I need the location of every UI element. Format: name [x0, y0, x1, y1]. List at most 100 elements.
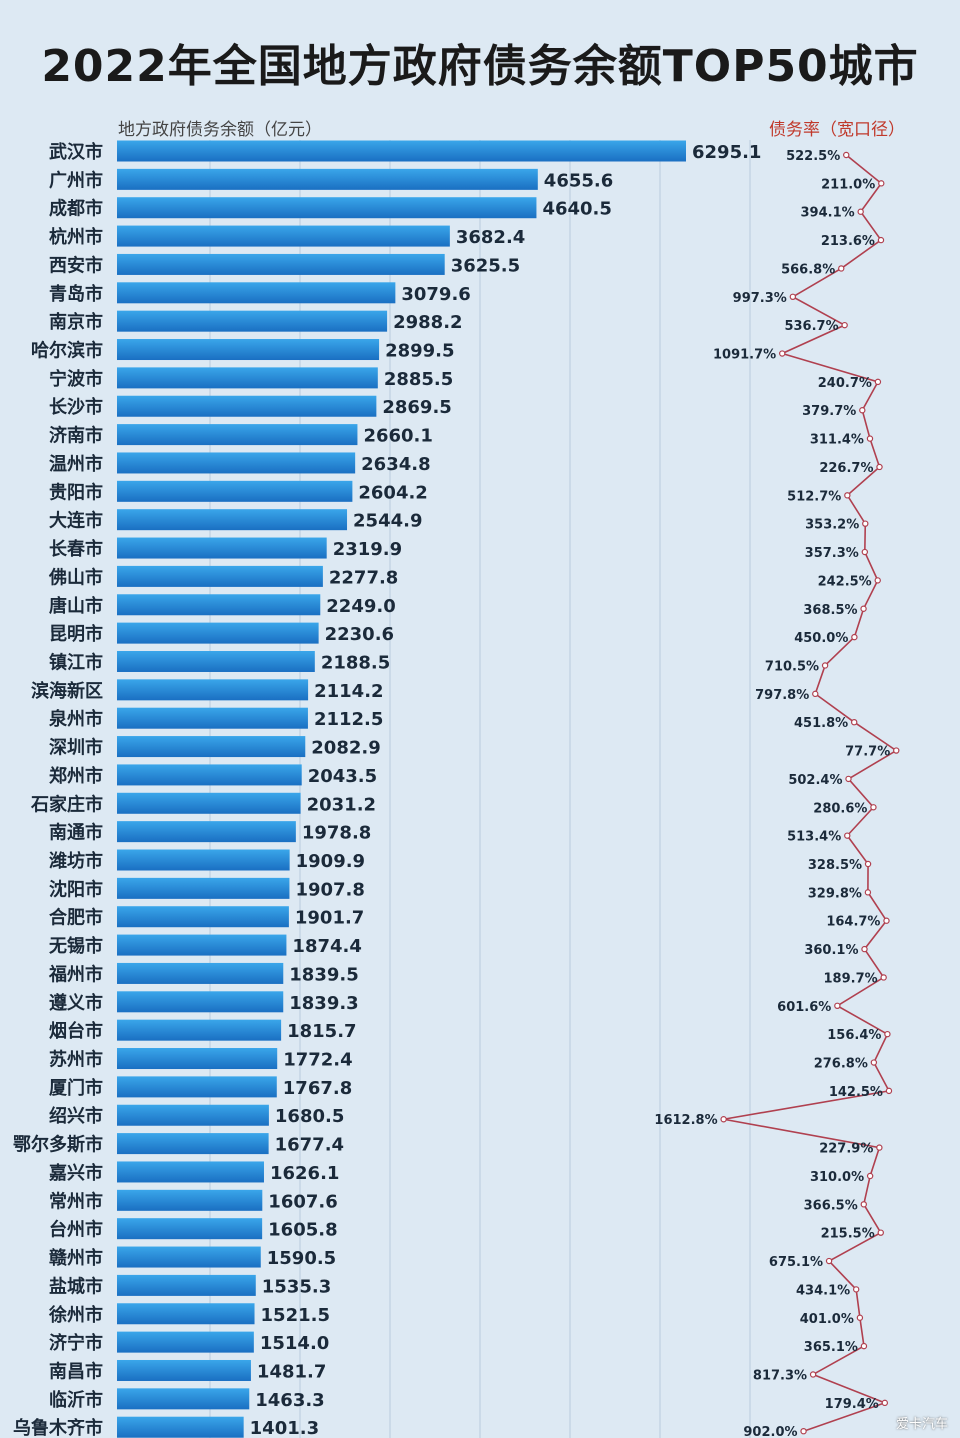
- debt-ratio-point: [874, 577, 881, 584]
- debt-ratio-label: 513.4%: [787, 830, 841, 845]
- debt-ratio-point: [893, 747, 900, 754]
- bar-value-label: 1463.3: [255, 1390, 324, 1411]
- bar-value-label: 1521.5: [261, 1305, 330, 1326]
- debt-ratio-point: [809, 1371, 817, 1378]
- debt-ratio-point: [883, 917, 890, 924]
- bar-value-label: 2604.2: [358, 482, 427, 503]
- debt-ratio-label: 451.8%: [794, 716, 848, 731]
- bar-value-label: 1514.0: [260, 1333, 329, 1354]
- bar-value-label: 2249.0: [326, 596, 395, 617]
- bar: [117, 1388, 250, 1410]
- debt-ratio-point: [881, 1399, 889, 1407]
- bar-value-label: 3682.4: [456, 227, 525, 248]
- bar-value-label: 6295.1: [692, 142, 761, 163]
- bar-value-label: 2988.2: [393, 312, 462, 333]
- category-label: 济南市: [49, 425, 103, 447]
- category-label: 厦门市: [49, 1077, 103, 1099]
- bar: [117, 395, 377, 417]
- bar: [117, 1133, 269, 1155]
- bar: [117, 253, 445, 275]
- bar: [117, 934, 287, 956]
- bar-value-label: 1605.8: [268, 1220, 337, 1241]
- category-label: 遵义市: [49, 992, 103, 1014]
- bar-value-label: 2885.5: [384, 369, 453, 390]
- debt-ratio-point: [852, 1286, 860, 1293]
- bar-value-label: 1677.4: [275, 1135, 344, 1156]
- debt-ratio-label: 240.7%: [818, 376, 872, 391]
- bar-value-label: 2660.1: [363, 426, 432, 447]
- bar: [117, 906, 289, 928]
- bar-value-label: 2188.5: [321, 652, 390, 673]
- bar-value-label: 2277.8: [329, 567, 398, 588]
- category-label: 西安市: [49, 254, 103, 276]
- bar-value-label: 1626.1: [270, 1163, 339, 1184]
- bar: [117, 565, 323, 587]
- debt-ratio-point: [877, 1229, 884, 1236]
- category-label: 镇江市: [49, 651, 103, 673]
- bar-value-label: 1839.5: [289, 964, 358, 985]
- debt-ratio-label: 142.5%: [829, 1085, 883, 1100]
- bar-value-label: 3625.5: [451, 255, 520, 276]
- category-label: 哈尔滨市: [31, 340, 103, 362]
- debt-ratio-label: 797.8%: [755, 688, 809, 703]
- category-label: 南京市: [49, 311, 103, 333]
- debt-ratio-point: [878, 180, 885, 187]
- bar: [117, 1161, 264, 1183]
- debt-ratio-label: 379.7%: [802, 404, 856, 419]
- category-label: 台州市: [49, 1219, 103, 1241]
- bar-axis-label: 地方政府债务余额（亿元）: [118, 120, 322, 140]
- debt-ratio-point: [870, 804, 877, 811]
- debt-ratio-point: [821, 662, 829, 669]
- category-label: 大连市: [49, 510, 103, 532]
- debt-ratio-point: [779, 350, 786, 357]
- debt-ratio-label: 601.6%: [777, 1000, 831, 1015]
- debt-ratio-label: 434.1%: [796, 1283, 850, 1298]
- debt-ratio-label: 365.1%: [804, 1340, 858, 1355]
- bar: [117, 1189, 263, 1211]
- bar: [117, 1416, 244, 1438]
- category-label: 南通市: [49, 822, 103, 844]
- bar-value-label: 1839.3: [289, 993, 358, 1014]
- bar-value-label: 2899.5: [385, 341, 454, 362]
- bar-value-label: 3079.6: [401, 284, 470, 305]
- debt-ratio-point: [843, 151, 850, 159]
- debt-ratio-point: [857, 208, 864, 215]
- bar-value-label: 1535.3: [262, 1276, 331, 1297]
- bar-value-label: 1907.8: [295, 879, 364, 900]
- category-label: 鄂尔多斯市: [13, 1134, 103, 1156]
- debt-ratio-point: [850, 719, 858, 726]
- bar: [117, 1331, 254, 1353]
- category-label: 赣州市: [49, 1247, 103, 1269]
- debt-ratio-label: 226.7%: [819, 461, 873, 476]
- bar-value-label: 2082.9: [311, 738, 380, 759]
- debt-ratio-point: [812, 690, 819, 698]
- debt-ratio-point: [876, 1144, 883, 1151]
- bar: [117, 792, 301, 814]
- debt-ratio-point: [844, 492, 851, 499]
- debt-ratio-point: [884, 1030, 891, 1038]
- debt-ratio-label: 357.3%: [805, 546, 859, 561]
- line-axis-label: 债务率（宽口径）: [769, 120, 905, 140]
- bar: [117, 424, 358, 446]
- debt-ratio-label: 360.1%: [804, 943, 858, 958]
- category-label: 南昌市: [49, 1360, 103, 1382]
- category-label: 贵阳市: [49, 481, 103, 503]
- debt-ratio-point: [864, 889, 872, 896]
- bar: [117, 1359, 251, 1381]
- category-label: 沈阳市: [49, 878, 103, 900]
- bar-value-label: 1481.7: [257, 1361, 326, 1382]
- bar: [117, 991, 284, 1013]
- bar: [117, 1048, 278, 1070]
- debt-ratio-point: [860, 1201, 867, 1208]
- bar: [117, 1076, 277, 1098]
- debt-ratio-point: [861, 548, 869, 556]
- bar-value-label: 2043.5: [308, 766, 377, 787]
- bar-value-label: 2031.2: [307, 794, 376, 815]
- bar-value-label: 1401.3: [250, 1418, 319, 1438]
- debt-ratio-point: [864, 860, 872, 868]
- debt-ratio-label: 242.5%: [818, 574, 872, 589]
- bar: [117, 1218, 263, 1240]
- bar-value-label: 1874.4: [292, 936, 361, 957]
- debt-ratio-point: [856, 1314, 864, 1321]
